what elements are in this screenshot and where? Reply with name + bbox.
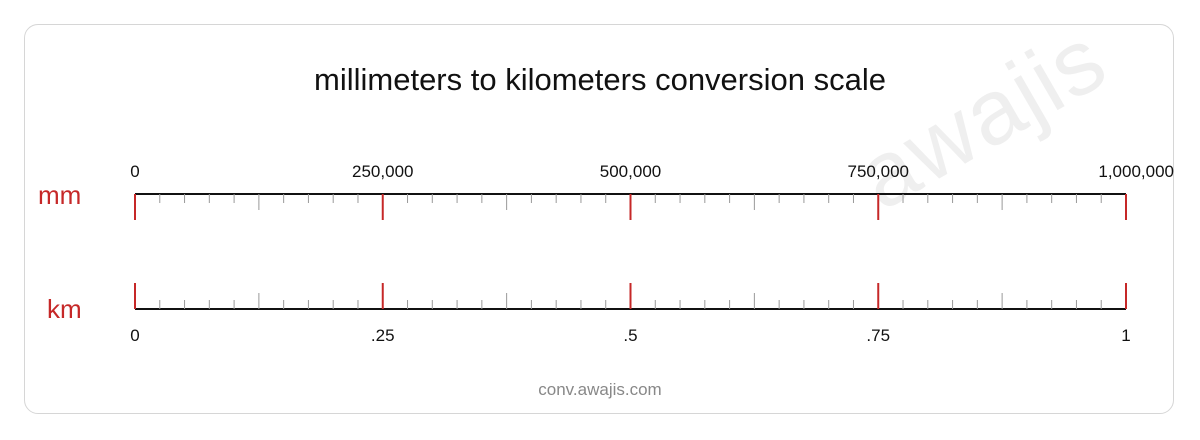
top-tick-label: 1,000,000 [1098,162,1174,181]
top-tick-label: 0 [130,162,140,181]
bottom-tick-label: .75 [866,326,891,345]
footer-link[interactable]: conv.awajis.com [538,380,662,399]
top-tick-label: 250,000 [352,162,414,181]
top-unit-label: mm [38,180,82,210]
bottom-tick-label: .5 [623,326,638,345]
top-tick-label: 500,000 [599,162,662,181]
bottom-unit-label: km [47,294,82,324]
page-title: millimeters to kilometers conversion sca… [314,62,886,97]
top-tick-label: 750,000 [847,162,909,181]
bottom-tick-label: .25 [370,326,395,345]
bottom-tick-label: 1 [1121,326,1131,345]
bottom-tick-label: 0 [130,326,140,345]
scale-card [24,24,1174,414]
